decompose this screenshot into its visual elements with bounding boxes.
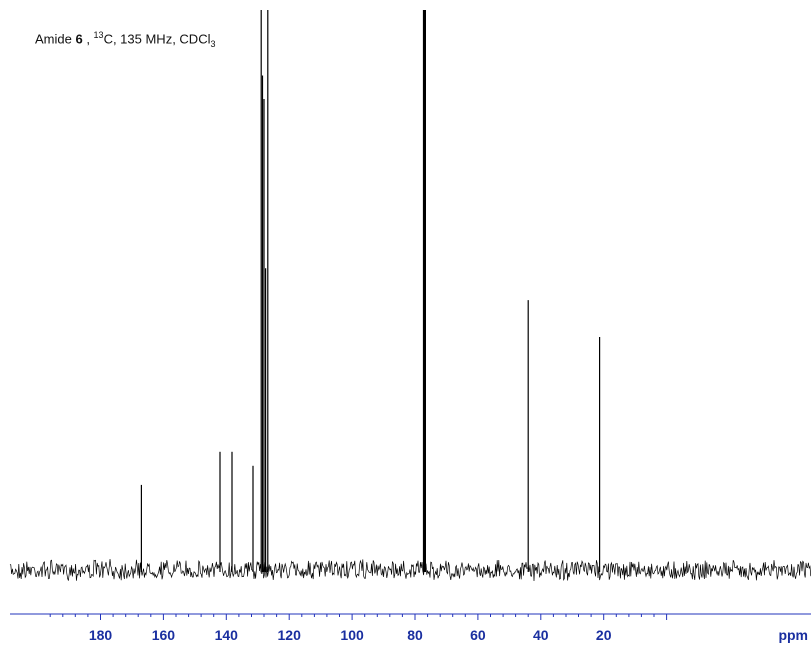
title-prefix: Amide	[35, 31, 76, 47]
baseline-noise	[9, 559, 811, 582]
x-tick-label: 160	[152, 627, 176, 643]
title-nucleus-frequency-solvent: C, 135 MHz, CDCl	[103, 31, 211, 47]
x-axis: 180 160 140 120 100 80 60 40 20 ppm	[10, 613, 811, 643]
title-separator: ,	[82, 31, 94, 47]
x-tick-label: 60	[470, 627, 486, 643]
x-tick-label: 20	[596, 627, 612, 643]
x-tick-label: 180	[89, 627, 113, 643]
x-tick-label: 80	[407, 627, 423, 643]
title-compound-number: 6	[75, 31, 83, 47]
title-solvent-subscript: 3	[210, 38, 216, 49]
x-axis-unit-label: ppm	[778, 627, 808, 643]
x-tick-label: 120	[278, 627, 302, 643]
x-tick-label: 100	[340, 627, 364, 643]
title-isotope-mass: 13	[93, 30, 104, 40]
x-tick-label: 40	[533, 627, 549, 643]
x-tick-label: 140	[215, 627, 239, 643]
chart-title: Amide 6 , 13C, 135 MHz, CDCl3	[35, 30, 216, 49]
spectrum-trace	[9, 10, 811, 582]
